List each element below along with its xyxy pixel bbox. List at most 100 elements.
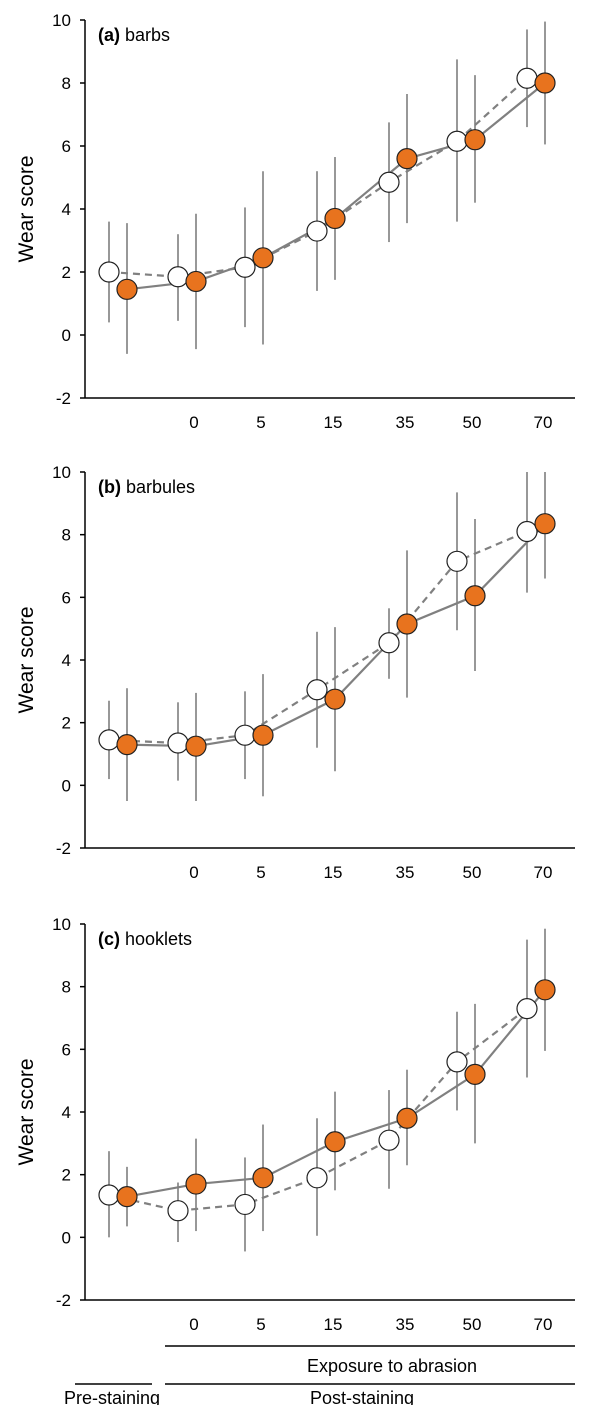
y-tick-label: 8 — [62, 978, 71, 997]
x-tick-label: 5 — [256, 863, 265, 882]
x-tick-label: 70 — [534, 1315, 553, 1334]
open-point — [167, 732, 189, 754]
x-tick-label: 50 — [463, 863, 482, 882]
open-point — [234, 724, 256, 746]
filled-point — [464, 1063, 486, 1086]
filled-point — [116, 733, 138, 756]
grouping-annotations: Exposure to abrasion Pre-staining Post-sta… — [64, 1345, 575, 1405]
open-point — [516, 520, 538, 543]
open-point — [446, 550, 468, 572]
x-tick-label: 15 — [324, 863, 343, 882]
filled-series-line — [126, 989, 546, 1198]
open-point — [98, 261, 120, 283]
exposure-label: Exposure to abrasion — [307, 1356, 477, 1376]
y-tick-label: 0 — [62, 1228, 71, 1247]
x-tick-label: 0 — [189, 413, 198, 432]
x-tick-label: 70 — [534, 863, 553, 882]
open-point — [306, 679, 328, 701]
filled-point — [534, 72, 556, 94]
open-point — [306, 1167, 328, 1189]
filled-point — [252, 247, 274, 269]
y-axis-label: Wear score — [15, 1059, 38, 1166]
filled-point — [534, 979, 556, 1001]
y-tick-label: -2 — [56, 839, 71, 858]
open-point — [167, 266, 189, 288]
open-point — [98, 1184, 120, 1206]
filled-series-line — [126, 82, 546, 291]
y-tick-label: 8 — [62, 526, 71, 545]
open-point — [234, 256, 256, 278]
y-axis-label: Wear score — [15, 607, 38, 714]
panel-letter: (b) — [98, 477, 126, 497]
filled-point — [185, 1173, 207, 1195]
filled-point — [324, 688, 346, 710]
y-tick-label: 6 — [62, 588, 71, 607]
y-tick-label: 10 — [52, 915, 71, 934]
x-tick-label: 70 — [534, 413, 553, 432]
filled-point — [324, 207, 346, 230]
x-tick-label: 50 — [463, 413, 482, 432]
panel-title: (a) barbs — [98, 25, 170, 45]
open-point — [378, 632, 400, 654]
y-tick-label: 0 — [62, 776, 71, 795]
panel-0: -2 0 2 4 6 8 10 0 5 15 35 50 70 Wear score (a) barbs — [15, 11, 575, 432]
y-tick-label: 2 — [62, 263, 71, 282]
filled-point — [252, 1167, 274, 1189]
filled-point — [185, 270, 207, 293]
panel-name: hooklets — [125, 929, 192, 949]
filled-point — [396, 148, 418, 170]
pre-staining-label: Pre-staining — [64, 1388, 160, 1405]
panel-title: (b) barbules — [98, 477, 195, 497]
y-tick-label: 4 — [62, 1103, 71, 1122]
open-point — [516, 997, 538, 1020]
open-point — [516, 67, 538, 89]
filled-point — [396, 1107, 418, 1129]
filled-point — [534, 513, 556, 535]
filled-series-line — [126, 522, 546, 748]
x-tick-label: 35 — [396, 863, 415, 882]
x-tick-label: 15 — [324, 1315, 343, 1334]
y-tick-label: 10 — [52, 11, 71, 30]
x-tick-label: 5 — [256, 413, 265, 432]
panel-name: barbules — [126, 477, 195, 497]
panel-name: barbs — [125, 25, 170, 45]
filled-point — [252, 724, 274, 746]
filled-point — [185, 735, 207, 757]
y-tick-label: 6 — [62, 137, 71, 156]
open-point — [378, 1129, 400, 1151]
open-point — [378, 171, 400, 193]
x-tick-label: 0 — [189, 863, 198, 882]
x-tick-label: 35 — [396, 1315, 415, 1334]
open-series-line — [108, 77, 528, 278]
panel-2: -2 0 2 4 6 8 10 0 5 15 35 50 70 Wear score (c) hooklet… — [15, 915, 575, 1334]
y-tick-label: 8 — [62, 74, 71, 93]
y-tick-label: 2 — [62, 1166, 71, 1185]
open-point — [446, 1051, 468, 1073]
y-tick-label: 6 — [62, 1040, 71, 1059]
y-tick-label: -2 — [56, 389, 71, 408]
panel-title: (c) hooklets — [98, 929, 192, 949]
filled-point — [464, 585, 486, 607]
filled-point — [116, 1185, 138, 1208]
filled-point — [464, 129, 486, 151]
open-point — [167, 1200, 189, 1222]
open-point — [234, 1193, 256, 1216]
y-axis-label: Wear score — [15, 156, 38, 263]
x-tick-label: 5 — [256, 1315, 265, 1334]
open-point — [446, 130, 468, 152]
filled-point — [324, 1131, 346, 1153]
post-staining-label: Post-staining — [310, 1388, 414, 1405]
y-tick-label: 0 — [62, 326, 71, 345]
x-tick-label: 50 — [463, 1315, 482, 1334]
y-tick-label: 4 — [62, 651, 71, 670]
y-tick-label: 2 — [62, 714, 71, 733]
y-tick-label: 4 — [62, 200, 71, 219]
panel-letter: (c) — [98, 929, 125, 949]
x-tick-label: 35 — [396, 413, 415, 432]
open-point — [98, 729, 120, 751]
x-tick-label: 0 — [189, 1315, 198, 1334]
open-point — [306, 220, 328, 242]
y-tick-label: 10 — [52, 463, 71, 482]
y-tick-label: -2 — [56, 1291, 71, 1310]
